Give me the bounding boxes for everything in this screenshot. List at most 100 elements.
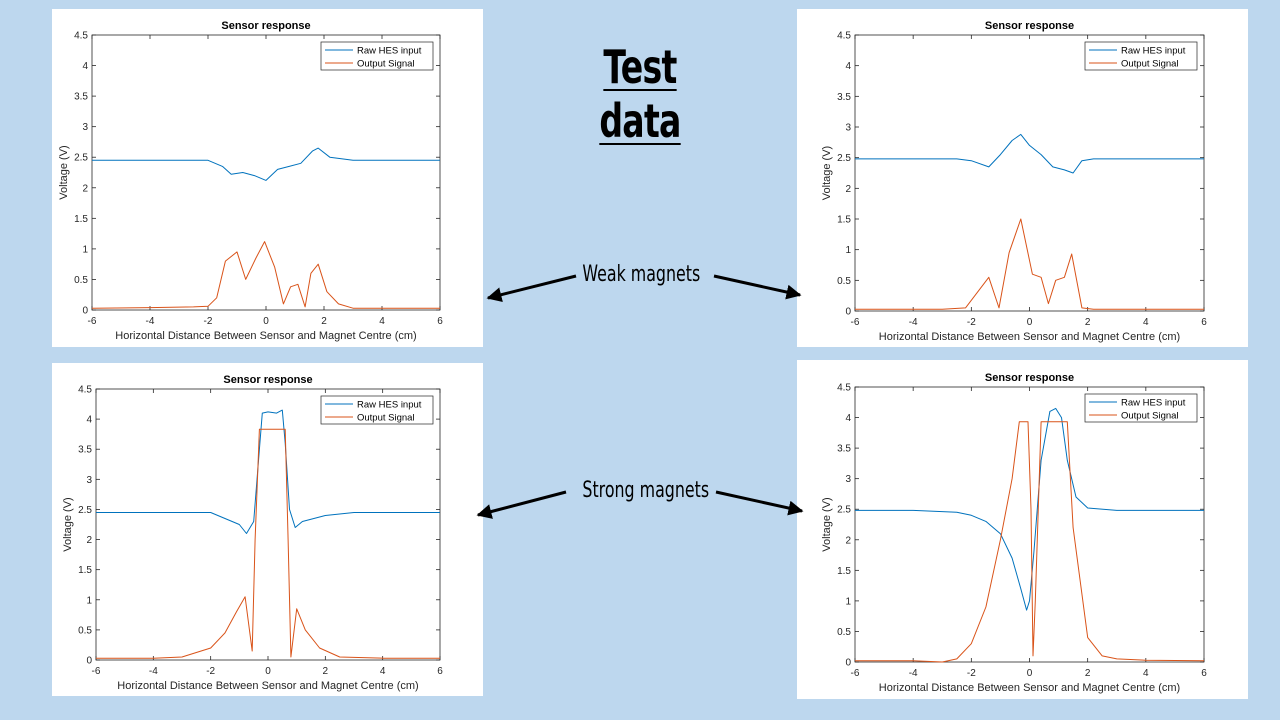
y-tick-label: 2 <box>845 535 851 546</box>
y-tick-label: 0 <box>845 658 851 669</box>
series-line-output-signal <box>91 241 440 309</box>
x-axis-label: Horizontal Distance Between Sensor and M… <box>117 680 418 692</box>
y-tick-label: 0.5 <box>74 275 88 286</box>
chart-svg: Sensor response -6 -4 -2 0 2 4 6 0 0.5 1 1.5 2 2.5 3 3.… <box>58 20 443 342</box>
legend-box <box>1084 393 1198 423</box>
y-tick-label: 1.5 <box>74 214 88 225</box>
legend-entry: Output Signal <box>357 59 415 70</box>
legend-box <box>320 395 434 425</box>
y-tick-label: 2.5 <box>74 153 88 164</box>
x-tick-label: -2 <box>967 317 976 328</box>
y-tick-label: 4 <box>845 61 851 72</box>
legend-entry: Output Signal <box>1121 411 1179 422</box>
legend-entry: Raw HES input <box>357 400 422 411</box>
series-line-output-signal <box>96 428 440 659</box>
y-tick-label: 3.5 <box>837 92 851 103</box>
chart-strong-magnets-2: Sensor response -6 -4 -2 0 2 4 6 0 0.5 1 1.5 2 2.5 3 3.… <box>797 360 1248 699</box>
series-line-output-signal <box>855 218 1204 310</box>
x-tick-label: -4 <box>146 316 155 327</box>
legend: Raw HES input Output Signal <box>1084 41 1198 71</box>
chart-weak-magnets-2: Sensor response -6 -4 -2 0 2 4 6 0 0.5 1 1.5 2 2.5 3 3.… <box>797 9 1248 347</box>
chart-title: Sensor response <box>221 20 310 32</box>
y-tick-label: 2.5 <box>837 153 851 164</box>
chart-svg: Sensor response -6 -4 -2 0 2 4 6 0 0.5 1 1.5 2 2.5 3 3.… <box>821 20 1207 343</box>
x-tick-label: -2 <box>206 666 215 677</box>
chart-svg: Sensor response -6 -4 -2 0 2 4 6 0 0.5 1 1.5 2 2.5 3 3.… <box>821 372 1207 694</box>
x-tick-label: -2 <box>204 316 213 327</box>
y-axis-label: Voltage (V) <box>821 146 833 200</box>
x-tick-label: -6 <box>92 666 101 677</box>
x-tick-label: 2 <box>323 666 329 677</box>
x-tick-label: 4 <box>379 316 385 327</box>
series-line-raw-hes-input <box>855 133 1204 174</box>
y-tick-label: 1 <box>82 244 88 255</box>
y-tick-label: 3 <box>845 474 851 485</box>
x-tick-label: 6 <box>437 316 443 327</box>
legend: Raw HES input Output Signal <box>1084 393 1198 423</box>
series-line-output-signal <box>855 421 1205 663</box>
y-tick-label: 1.5 <box>78 565 92 576</box>
x-tick-label: -6 <box>88 316 97 327</box>
y-tick-label: 3 <box>82 122 88 133</box>
arrow-strong-right <box>715 490 804 516</box>
y-tick-label: 0 <box>82 306 88 317</box>
arrow-weak-right <box>713 274 802 300</box>
series-line-raw-hes-input <box>92 147 440 181</box>
chart-title: Sensor response <box>985 372 1074 384</box>
weak-magnets-label: Weak magnets <box>582 262 701 287</box>
y-tick-label: 4 <box>845 413 851 424</box>
x-tick-label: -6 <box>851 668 860 679</box>
y-tick-label: 2.5 <box>837 505 851 516</box>
x-tick-label: 2 <box>1085 668 1091 679</box>
y-tick-label: 4.5 <box>74 31 88 42</box>
chart-strong-magnets-1: Sensor response -6 -4 -2 0 2 4 6 0 0.5 1 1.5 2 2.5 3 3.… <box>52 363 483 696</box>
y-tick-label: 4 <box>86 415 92 426</box>
x-tick-label: 4 <box>1143 668 1149 679</box>
arrow-strong-left <box>476 490 567 519</box>
chart-title: Sensor response <box>223 374 312 386</box>
y-tick-label: 1 <box>86 595 92 606</box>
strong-magnets-label: Strong magnets <box>582 478 710 503</box>
y-tick-label: 2 <box>86 535 92 546</box>
x-tick-label: 0 <box>1027 668 1033 679</box>
x-tick-label: 0 <box>1027 317 1033 328</box>
chart-title: Sensor response <box>985 20 1074 32</box>
y-tick-label: 2.5 <box>78 505 92 516</box>
legend: Raw HES input Output Signal <box>320 395 434 425</box>
y-tick-label: 1.5 <box>837 215 851 226</box>
y-tick-label: 0 <box>86 656 92 667</box>
x-tick-label: 4 <box>380 666 386 677</box>
y-tick-label: 4.5 <box>837 31 851 42</box>
arrow-weak-left <box>486 274 577 303</box>
y-tick-label: 4.5 <box>837 383 851 394</box>
x-axis-label: Horizontal Distance Between Sensor and M… <box>879 682 1180 694</box>
chart-svg: Sensor response -6 -4 -2 0 2 4 6 0 0.5 1 1.5 2 2.5 3 3.… <box>62 374 443 692</box>
x-tick-label: -4 <box>909 668 918 679</box>
y-tick-label: 3.5 <box>74 92 88 103</box>
y-axis-label: Voltage (V) <box>821 497 833 551</box>
y-tick-label: 3 <box>86 475 92 486</box>
y-tick-label: 1 <box>845 245 851 256</box>
legend-entry: Output Signal <box>1121 59 1179 70</box>
series-line-raw-hes-input <box>96 409 440 534</box>
x-tick-label: 0 <box>265 666 271 677</box>
x-tick-label: 0 <box>263 316 269 327</box>
y-tick-label: 3 <box>845 123 851 134</box>
legend-entry: Raw HES input <box>357 46 422 57</box>
x-tick-label: -4 <box>909 317 918 328</box>
x-tick-label: 4 <box>1143 317 1149 328</box>
y-tick-label: 4 <box>82 61 88 72</box>
y-tick-label: 2 <box>845 184 851 195</box>
x-tick-label: 2 <box>1085 317 1091 328</box>
x-tick-label: 6 <box>1201 668 1207 679</box>
x-tick-label: -2 <box>967 668 976 679</box>
y-tick-label: 0.5 <box>837 276 851 287</box>
x-tick-label: 6 <box>437 666 443 677</box>
x-tick-label: -6 <box>851 317 860 328</box>
y-tick-label: 4.5 <box>78 385 92 396</box>
y-axis-label: Voltage (V) <box>62 497 74 551</box>
x-axis-label: Horizontal Distance Between Sensor and M… <box>879 331 1180 343</box>
y-tick-label: 1 <box>845 596 851 607</box>
x-tick-label: 6 <box>1201 317 1207 328</box>
